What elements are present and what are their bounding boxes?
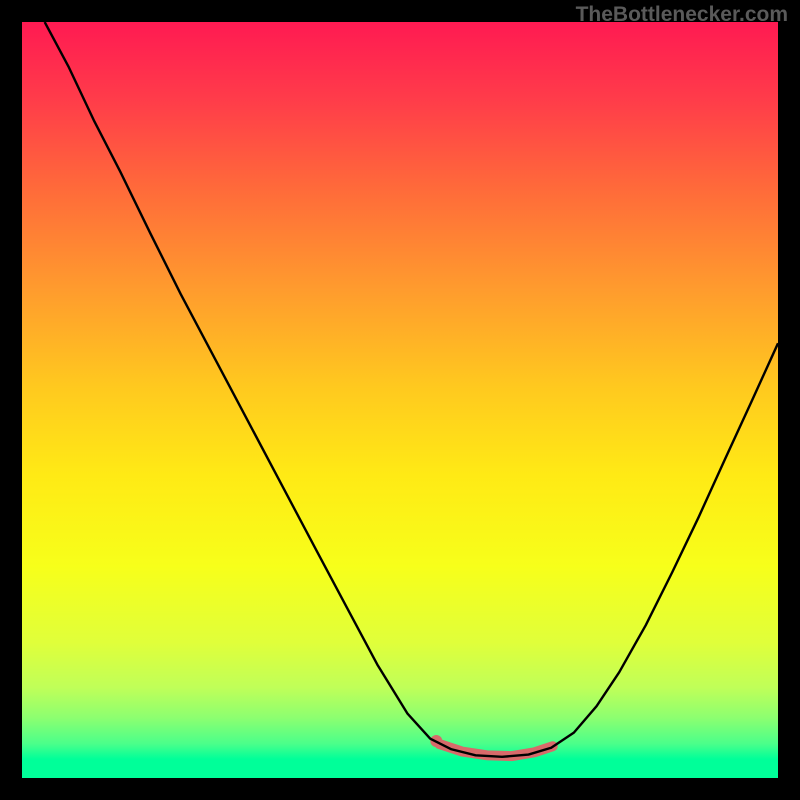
gradient-background bbox=[22, 22, 778, 778]
chart-container: TheBottlenecker.com bbox=[0, 0, 800, 800]
watermark-text: TheBottlenecker.com bbox=[576, 3, 788, 27]
plot-area bbox=[22, 22, 778, 778]
